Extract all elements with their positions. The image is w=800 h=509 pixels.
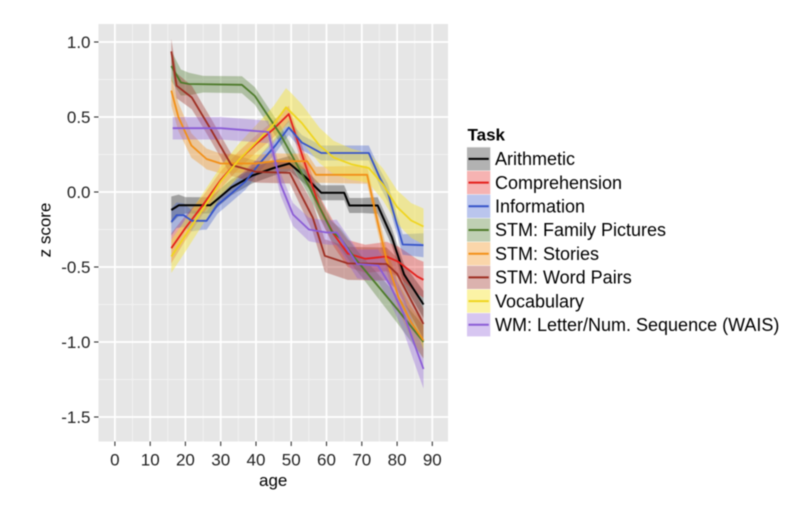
svg-text:90: 90 [423,451,442,470]
svg-text:-1.0: -1.0 [61,333,90,352]
svg-text:0.5: 0.5 [67,108,91,127]
svg-text:STM: Family Pictures: STM: Family Pictures [495,220,666,240]
svg-text:Task: Task [468,126,506,145]
svg-text:WM: Letter/Num. Sequence (WAIS: WM: Letter/Num. Sequence (WAIS) [495,315,779,335]
svg-text:70: 70 [352,451,371,470]
svg-text:0.0: 0.0 [67,183,91,202]
svg-text:40: 40 [247,451,266,470]
svg-text:80: 80 [388,451,407,470]
svg-text:STM: Stories: STM: Stories [495,244,599,264]
svg-text:60: 60 [317,451,336,470]
svg-text:z score: z score [36,203,55,258]
svg-text:30: 30 [211,451,230,470]
svg-text:Arithmetic: Arithmetic [495,149,575,169]
svg-text:50: 50 [282,451,301,470]
svg-text:Comprehension: Comprehension [495,173,622,193]
svg-text:-1.5: -1.5 [61,408,90,427]
svg-text:0: 0 [110,451,119,470]
svg-text:age: age [259,471,287,490]
svg-text:-0.5: -0.5 [61,258,90,277]
svg-text:Information: Information [495,197,585,217]
svg-text:STM: Word Pairs: STM: Word Pairs [495,268,632,288]
svg-text:1.0: 1.0 [67,33,91,52]
svg-text:20: 20 [176,451,195,470]
svg-text:10: 10 [141,451,160,470]
svg-text:Vocabulary: Vocabulary [495,291,584,311]
